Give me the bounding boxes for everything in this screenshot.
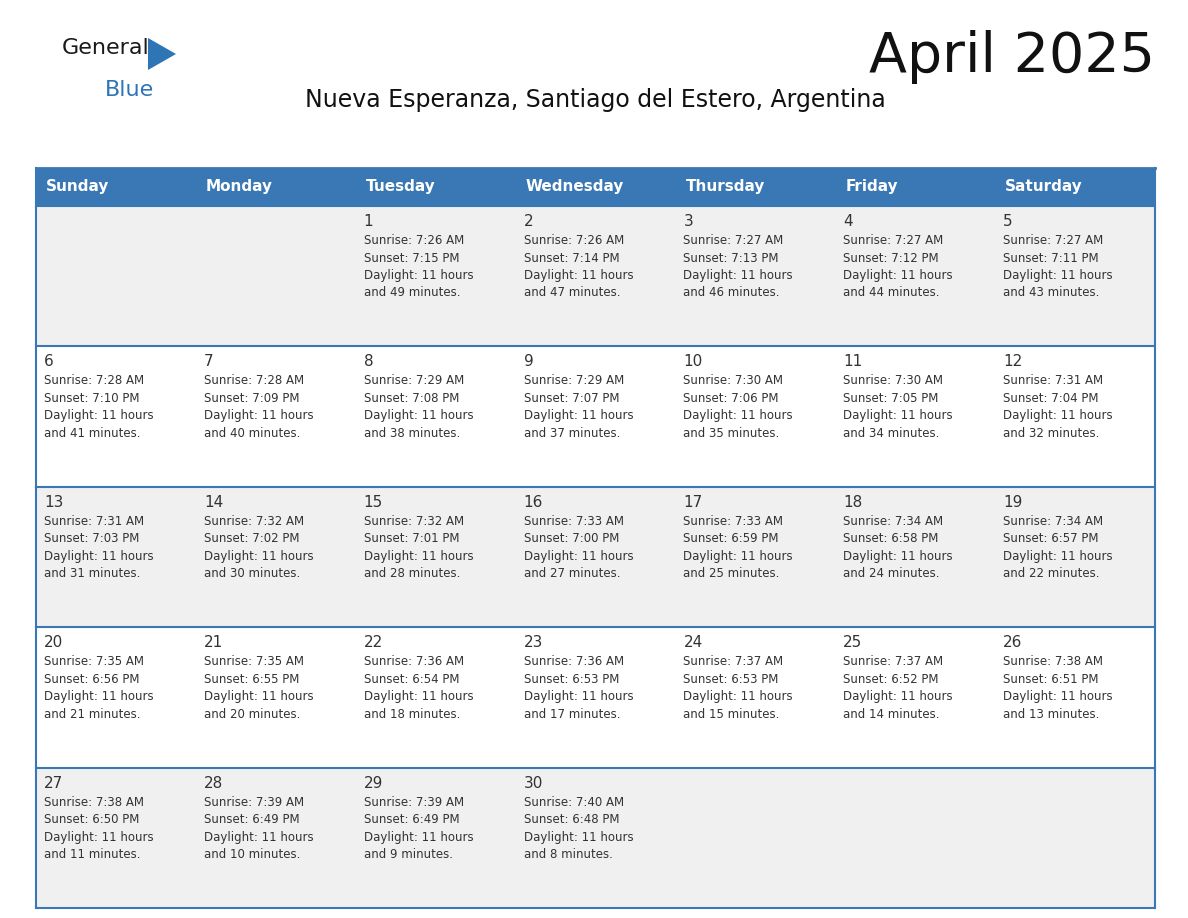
- Text: Sunrise: 7:33 AM
Sunset: 7:00 PM
Daylight: 11 hours
and 27 minutes.: Sunrise: 7:33 AM Sunset: 7:00 PM Dayligh…: [524, 515, 633, 580]
- Text: Monday: Monday: [206, 180, 273, 195]
- Text: Sunrise: 7:38 AM
Sunset: 6:50 PM
Daylight: 11 hours
and 11 minutes.: Sunrise: 7:38 AM Sunset: 6:50 PM Dayligh…: [44, 796, 153, 861]
- Text: 19: 19: [1003, 495, 1023, 509]
- Text: Sunrise: 7:32 AM
Sunset: 7:01 PM
Daylight: 11 hours
and 28 minutes.: Sunrise: 7:32 AM Sunset: 7:01 PM Dayligh…: [364, 515, 473, 580]
- Bar: [36, 206, 1155, 346]
- Text: 17: 17: [683, 495, 702, 509]
- Text: Sunrise: 7:27 AM
Sunset: 7:11 PM
Daylight: 11 hours
and 43 minutes.: Sunrise: 7:27 AM Sunset: 7:11 PM Dayligh…: [1003, 234, 1113, 299]
- Text: Sunrise: 7:35 AM
Sunset: 6:56 PM
Daylight: 11 hours
and 21 minutes.: Sunrise: 7:35 AM Sunset: 6:56 PM Dayligh…: [44, 655, 153, 721]
- Text: Sunrise: 7:30 AM
Sunset: 7:06 PM
Daylight: 11 hours
and 35 minutes.: Sunrise: 7:30 AM Sunset: 7:06 PM Dayligh…: [683, 375, 794, 440]
- Text: 12: 12: [1003, 354, 1023, 369]
- Text: 26: 26: [1003, 635, 1023, 650]
- Text: 4: 4: [843, 214, 853, 229]
- Text: 10: 10: [683, 354, 702, 369]
- Text: Sunrise: 7:35 AM
Sunset: 6:55 PM
Daylight: 11 hours
and 20 minutes.: Sunrise: 7:35 AM Sunset: 6:55 PM Dayligh…: [204, 655, 314, 721]
- Bar: [36, 767, 1155, 908]
- Text: Sunrise: 7:39 AM
Sunset: 6:49 PM
Daylight: 11 hours
and 9 minutes.: Sunrise: 7:39 AM Sunset: 6:49 PM Dayligh…: [364, 796, 473, 861]
- Text: 30: 30: [524, 776, 543, 790]
- Text: Sunrise: 7:27 AM
Sunset: 7:12 PM
Daylight: 11 hours
and 44 minutes.: Sunrise: 7:27 AM Sunset: 7:12 PM Dayligh…: [843, 234, 953, 299]
- Text: Sunrise: 7:29 AM
Sunset: 7:08 PM
Daylight: 11 hours
and 38 minutes.: Sunrise: 7:29 AM Sunset: 7:08 PM Dayligh…: [364, 375, 473, 440]
- Text: Sunrise: 7:38 AM
Sunset: 6:51 PM
Daylight: 11 hours
and 13 minutes.: Sunrise: 7:38 AM Sunset: 6:51 PM Dayligh…: [1003, 655, 1113, 721]
- Text: 22: 22: [364, 635, 383, 650]
- Text: Sunrise: 7:37 AM
Sunset: 6:53 PM
Daylight: 11 hours
and 15 minutes.: Sunrise: 7:37 AM Sunset: 6:53 PM Dayligh…: [683, 655, 794, 721]
- Text: 6: 6: [44, 354, 53, 369]
- Text: Saturday: Saturday: [1005, 180, 1083, 195]
- Text: Blue: Blue: [105, 80, 154, 100]
- Text: Sunrise: 7:39 AM
Sunset: 6:49 PM
Daylight: 11 hours
and 10 minutes.: Sunrise: 7:39 AM Sunset: 6:49 PM Dayligh…: [204, 796, 314, 861]
- Text: 15: 15: [364, 495, 383, 509]
- Text: Sunrise: 7:29 AM
Sunset: 7:07 PM
Daylight: 11 hours
and 37 minutes.: Sunrise: 7:29 AM Sunset: 7:07 PM Dayligh…: [524, 375, 633, 440]
- Text: 7: 7: [204, 354, 214, 369]
- Text: 14: 14: [204, 495, 223, 509]
- Text: April 2025: April 2025: [868, 30, 1155, 84]
- Text: 8: 8: [364, 354, 373, 369]
- Text: 3: 3: [683, 214, 693, 229]
- Text: Sunrise: 7:30 AM
Sunset: 7:05 PM
Daylight: 11 hours
and 34 minutes.: Sunrise: 7:30 AM Sunset: 7:05 PM Dayligh…: [843, 375, 953, 440]
- Text: Sunrise: 7:36 AM
Sunset: 6:54 PM
Daylight: 11 hours
and 18 minutes.: Sunrise: 7:36 AM Sunset: 6:54 PM Dayligh…: [364, 655, 473, 721]
- Text: Sunrise: 7:40 AM
Sunset: 6:48 PM
Daylight: 11 hours
and 8 minutes.: Sunrise: 7:40 AM Sunset: 6:48 PM Dayligh…: [524, 796, 633, 861]
- Text: Sunrise: 7:27 AM
Sunset: 7:13 PM
Daylight: 11 hours
and 46 minutes.: Sunrise: 7:27 AM Sunset: 7:13 PM Dayligh…: [683, 234, 794, 299]
- Text: Nueva Esperanza, Santiago del Estero, Argentina: Nueva Esperanza, Santiago del Estero, Ar…: [305, 88, 886, 112]
- Text: 25: 25: [843, 635, 862, 650]
- Text: 23: 23: [524, 635, 543, 650]
- Text: 16: 16: [524, 495, 543, 509]
- Text: 28: 28: [204, 776, 223, 790]
- Text: 20: 20: [44, 635, 63, 650]
- Text: Sunrise: 7:34 AM
Sunset: 6:58 PM
Daylight: 11 hours
and 24 minutes.: Sunrise: 7:34 AM Sunset: 6:58 PM Dayligh…: [843, 515, 953, 580]
- Text: Sunday: Sunday: [46, 180, 109, 195]
- Polygon shape: [148, 38, 176, 70]
- Text: Sunrise: 7:31 AM
Sunset: 7:04 PM
Daylight: 11 hours
and 32 minutes.: Sunrise: 7:31 AM Sunset: 7:04 PM Dayligh…: [1003, 375, 1113, 440]
- Text: 1: 1: [364, 214, 373, 229]
- Bar: [36, 346, 1155, 487]
- Text: Wednesday: Wednesday: [525, 180, 624, 195]
- Text: Friday: Friday: [846, 180, 898, 195]
- Bar: [36, 168, 1155, 206]
- Text: 24: 24: [683, 635, 702, 650]
- Text: Sunrise: 7:37 AM
Sunset: 6:52 PM
Daylight: 11 hours
and 14 minutes.: Sunrise: 7:37 AM Sunset: 6:52 PM Dayligh…: [843, 655, 953, 721]
- Text: Sunrise: 7:26 AM
Sunset: 7:15 PM
Daylight: 11 hours
and 49 minutes.: Sunrise: 7:26 AM Sunset: 7:15 PM Dayligh…: [364, 234, 473, 299]
- Text: Thursday: Thursday: [685, 180, 765, 195]
- Text: 9: 9: [524, 354, 533, 369]
- Text: 18: 18: [843, 495, 862, 509]
- Text: Sunrise: 7:36 AM
Sunset: 6:53 PM
Daylight: 11 hours
and 17 minutes.: Sunrise: 7:36 AM Sunset: 6:53 PM Dayligh…: [524, 655, 633, 721]
- Text: Sunrise: 7:26 AM
Sunset: 7:14 PM
Daylight: 11 hours
and 47 minutes.: Sunrise: 7:26 AM Sunset: 7:14 PM Dayligh…: [524, 234, 633, 299]
- Text: Tuesday: Tuesday: [366, 180, 436, 195]
- Text: Sunrise: 7:33 AM
Sunset: 6:59 PM
Daylight: 11 hours
and 25 minutes.: Sunrise: 7:33 AM Sunset: 6:59 PM Dayligh…: [683, 515, 794, 580]
- Text: 5: 5: [1003, 214, 1012, 229]
- Text: 27: 27: [44, 776, 63, 790]
- Text: 13: 13: [44, 495, 63, 509]
- Text: 11: 11: [843, 354, 862, 369]
- Text: Sunrise: 7:34 AM
Sunset: 6:57 PM
Daylight: 11 hours
and 22 minutes.: Sunrise: 7:34 AM Sunset: 6:57 PM Dayligh…: [1003, 515, 1113, 580]
- Text: 21: 21: [204, 635, 223, 650]
- Bar: [36, 627, 1155, 767]
- Bar: [36, 487, 1155, 627]
- Text: 2: 2: [524, 214, 533, 229]
- Text: Sunrise: 7:28 AM
Sunset: 7:10 PM
Daylight: 11 hours
and 41 minutes.: Sunrise: 7:28 AM Sunset: 7:10 PM Dayligh…: [44, 375, 153, 440]
- Text: General: General: [62, 38, 150, 58]
- Text: Sunrise: 7:32 AM
Sunset: 7:02 PM
Daylight: 11 hours
and 30 minutes.: Sunrise: 7:32 AM Sunset: 7:02 PM Dayligh…: [204, 515, 314, 580]
- Text: Sunrise: 7:31 AM
Sunset: 7:03 PM
Daylight: 11 hours
and 31 minutes.: Sunrise: 7:31 AM Sunset: 7:03 PM Dayligh…: [44, 515, 153, 580]
- Text: Sunrise: 7:28 AM
Sunset: 7:09 PM
Daylight: 11 hours
and 40 minutes.: Sunrise: 7:28 AM Sunset: 7:09 PM Dayligh…: [204, 375, 314, 440]
- Text: 29: 29: [364, 776, 383, 790]
